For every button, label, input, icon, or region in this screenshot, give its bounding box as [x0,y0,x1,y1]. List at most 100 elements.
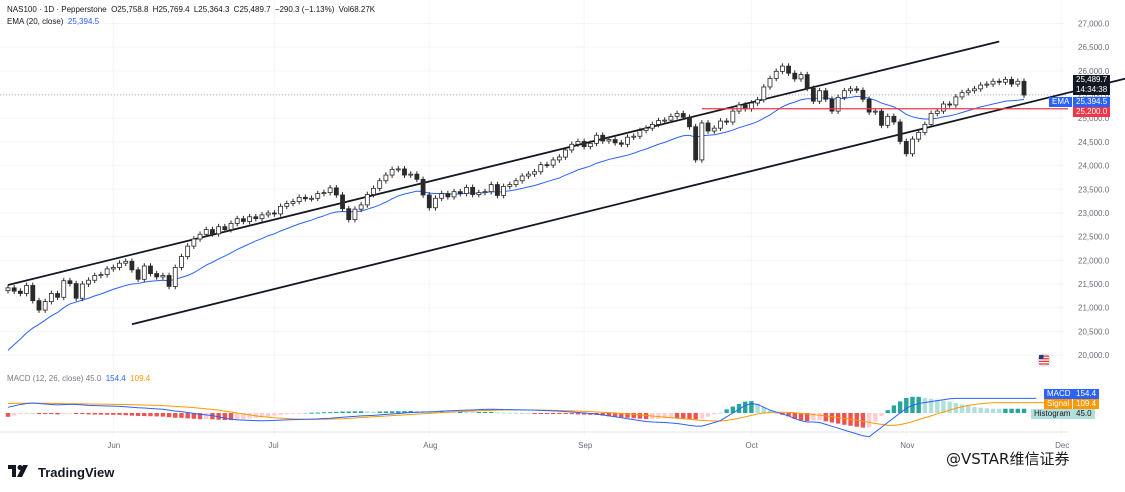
macd-histogram-bar [433,411,438,413]
candle-body [649,123,655,129]
macd-histogram-bar [55,413,60,415]
ema-legend-label: EMA (20, close) [7,17,64,26]
macd-histogram-bar [904,397,909,413]
macd-histogram-bar [736,403,742,413]
tradingview-logo[interactable]: TradingView [8,462,114,482]
candle-body [705,122,711,132]
macd-histogram-bar [61,413,66,415]
macd-histogram-bar [637,413,643,419]
macd-histogram-bar [185,413,190,419]
candle-body [848,88,853,92]
time-tick-label: Dec [1055,441,1069,450]
symbol-name: NAS100 · 1D · Pepperstone [7,5,107,14]
macd-histogram-bar [625,413,630,418]
macd-histogram-bar [1009,408,1014,413]
macd-histogram-bar [284,413,289,415]
macd-histogram-bar [550,413,556,414]
flag-canton [1039,355,1044,359]
macd-histogram-bar [396,411,401,413]
macd-histogram-bar [383,411,389,413]
macd-histogram-bar [117,413,122,415]
macd-histogram-bar [408,411,413,413]
macd-histogram-bar [563,413,568,414]
candle-body [569,143,575,151]
candle-body [148,265,153,275]
candle-body [587,142,593,148]
channel-lower-line [131,77,1125,326]
macd-histogram-bar [1021,408,1027,413]
macd-histogram-bar [352,411,358,413]
macd-legend[interactable]: MACD (12, 26, close) 45.0 154.4 109.4 [7,374,150,383]
macd-histogram-bar [792,413,797,419]
candle-body [333,187,339,196]
price-axis[interactable]: 27,000.0 26,500.0 26,000.0 25,500.0 25,000.0… [1078,19,1110,360]
macd-histogram-bar [86,413,91,415]
candle-body [327,187,333,194]
trend-channel[interactable] [7,40,1125,326]
macd-histogram-bar [1003,408,1008,413]
candle-body [996,80,1002,83]
symbol-legend[interactable]: NAS100 · 1D · Pepperstone O25,758.8 H25,… [7,5,377,14]
candle-body [284,203,290,207]
candle-body [612,139,618,144]
macd-histogram-bar [959,404,965,413]
ema-legend[interactable]: EMA (20, close) 25,394.5 [7,17,99,26]
ema-label-tag: EMA [1049,97,1073,107]
macd-histogram-bar [482,411,488,413]
macd-histogram-bar [693,413,698,420]
candle-body [104,268,110,275]
open-value: 25,758.8 [117,5,149,14]
macd-histogram-bar [668,413,674,419]
low-label: L [193,5,199,14]
candle-body [792,72,798,80]
macd-histogram-bar [278,413,283,415]
time-tick-label: Jul [268,441,278,450]
us-flag-icon[interactable] [1037,353,1051,367]
candle-body [817,90,822,102]
candle-body [618,142,624,145]
macd-histogram-bar [804,413,810,422]
candle-body [470,186,476,195]
candle-body [525,173,531,177]
macd-histogram-bar [674,413,680,419]
candle-body [978,84,984,90]
macd-histogram-bar [656,413,661,419]
candle-body [959,92,965,98]
signal-value-tag: 109.4 [1073,399,1100,409]
ema-line [7,95,1025,351]
time-axis[interactable]: Jun Jul Aug Sep Oct Nov Dec [107,441,1069,450]
time-tick-label: Sep [578,441,593,450]
macd-histogram-bar [811,413,816,421]
macd-histogram-bar [272,413,277,416]
macd-histogram-bar [966,405,971,413]
volume-value: 68.27K [349,5,376,14]
macd-histogram-bar [767,410,773,413]
watermark-text: @VSTAR维信证券 [946,450,1070,468]
candle-body [414,173,420,180]
candle-body [718,120,723,129]
macd-histogram-bar [371,411,376,413]
macd-histogram-bar [786,413,791,417]
macd-histogram-bar [773,412,779,414]
candle-body [309,197,314,200]
candle-body [581,141,587,148]
candle-body [507,184,513,187]
candle-body [947,103,953,106]
candle-body [482,191,488,194]
candle-body [810,87,816,102]
open-label: O [111,5,118,14]
candle-body [749,102,754,110]
candle-body [166,275,172,287]
candle-body [594,134,599,144]
macd-histogram-bar [309,412,314,414]
macd-histogram-bar [860,413,866,428]
macd-pane[interactable] [0,396,1068,438]
macd-histogram-bar [327,412,333,414]
macd-histogram-bar [730,406,736,413]
price-tick-label: 24,500.0 [1078,138,1110,147]
time-tick-label: Jun [107,441,120,450]
macd-histogram-bar [241,413,246,420]
candle-body [364,194,370,206]
candle-body [451,191,457,198]
